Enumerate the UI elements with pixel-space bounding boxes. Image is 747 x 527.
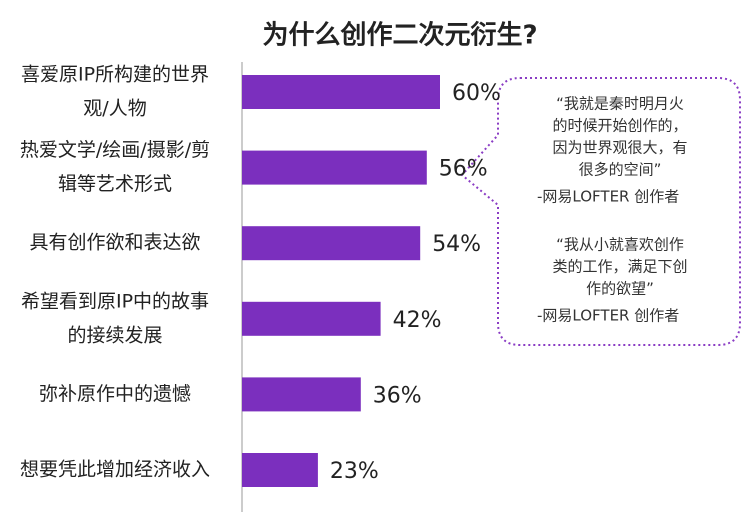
bar (242, 150, 427, 185)
bar (242, 453, 318, 487)
value-label: 56% (439, 157, 488, 182)
category-label: 热爱文学/绘画/摄影/剪 (20, 139, 210, 161)
quote-line: 的时候开始创作的， (552, 117, 687, 135)
quote-line: “我从小就喜欢创作 (556, 236, 684, 254)
value-label: 42% (393, 308, 442, 333)
category-label: 观/人物 (83, 98, 146, 120)
quote-line: 作的欲望” (586, 280, 654, 298)
value-label: 60% (452, 81, 501, 106)
quote-author: -网易LOFTER 创作者 (537, 188, 679, 206)
speech-bubble (460, 77, 741, 346)
bar (242, 301, 381, 336)
value-label: 54% (432, 232, 481, 257)
bar (242, 226, 421, 261)
category-label: 具有创作欲和表达欲 (29, 232, 200, 254)
category-label: 希望看到原IP中的故事 (21, 290, 209, 312)
category-label: 辑等艺术形式 (58, 173, 172, 195)
quote-line: “我就是秦时明月火 (556, 95, 684, 113)
bar (242, 75, 440, 109)
category-label: 的接续发展 (67, 324, 162, 346)
category-label: 喜爱原IP所构建的世界 (21, 64, 209, 86)
quote-line: 类的工作，满足下创 (552, 258, 687, 276)
quote-line: 很多的空间” (579, 161, 662, 179)
quote-line: 因为世界观很大，有 (552, 139, 687, 157)
category-label: 弥补原作中的遗憾 (39, 383, 191, 405)
category-label: 想要凭此增加经济收入 (20, 459, 210, 481)
value-label: 23% (330, 459, 379, 484)
quote-author: -网易LOFTER 创作者 (537, 307, 679, 325)
bar (242, 377, 361, 412)
chart-title: 为什么创作二次元衍生? (262, 21, 537, 51)
value-label: 36% (373, 383, 422, 408)
